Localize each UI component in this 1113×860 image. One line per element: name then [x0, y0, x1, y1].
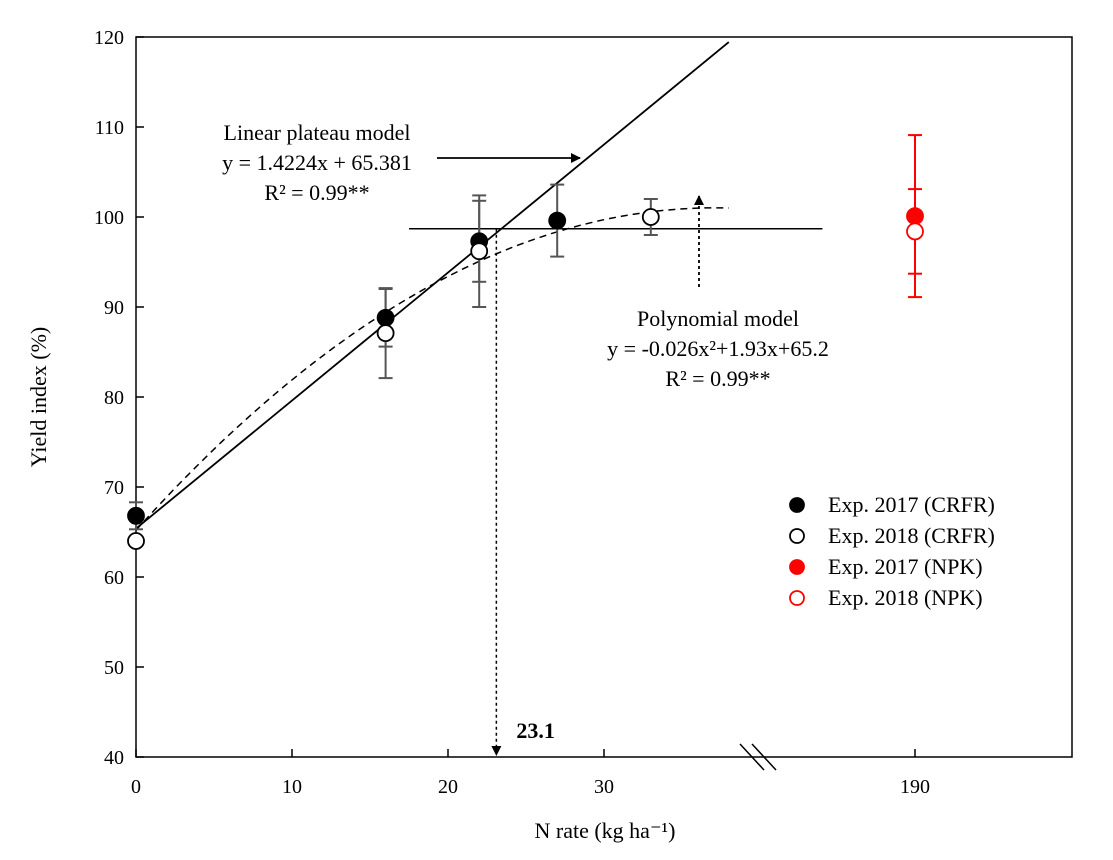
data-point [906, 207, 924, 226]
annotations: Linear plateau model y = 1.4224x + 65.381… [222, 120, 829, 756]
x-tick-label: 20 [438, 776, 458, 798]
y-axis: 40 50 60 70 80 90 100 110 120 [94, 27, 144, 769]
model-curves [135, 41, 823, 531]
data-point [906, 222, 924, 241]
legend-marker [789, 528, 805, 544]
critical-value-label: 23.1 [516, 718, 555, 743]
polynomial-model-label: Polynomial model [637, 306, 799, 331]
legend-entry: Exp. 2018 (CRFR) [828, 523, 995, 548]
legend-marker [789, 497, 805, 513]
x-axis: 0 10 20 30 190 [131, 749, 930, 798]
error-bars [129, 134, 922, 531]
legend-marker [789, 559, 805, 575]
data-points [127, 207, 924, 550]
data-point [470, 242, 489, 261]
data-point [376, 308, 395, 327]
data-point [641, 208, 660, 226]
data-point [127, 506, 145, 525]
y-tick-label: 110 [95, 117, 124, 139]
legend-entry: Exp. 2018 (NPK) [828, 585, 983, 610]
polynomial-model-label: y = -0.026x²+1.93x+65.2 [607, 336, 829, 361]
x-tick-label: 190 [900, 776, 930, 798]
y-tick-label: 90 [104, 297, 124, 319]
legend: Exp. 2017 (CRFR) Exp. 2018 (CRFR) Exp. 201… [789, 492, 995, 610]
y-tick-label: 60 [104, 567, 124, 589]
x-tick-label: 30 [594, 776, 614, 798]
polynomial-model-curve [135, 207, 729, 531]
polynomial-model-label: R² = 0.99** [665, 366, 770, 391]
y-tick-label: 40 [104, 747, 124, 769]
y-tick-label: 70 [104, 477, 124, 499]
y-axis-title: Yield index (%) [26, 327, 51, 468]
data-point [127, 532, 145, 550]
data-point [376, 324, 395, 343]
y-tick-label: 120 [94, 27, 124, 49]
legend-entry: Exp. 2017 (CRFR) [828, 492, 995, 517]
legend-entry: Exp. 2017 (NPK) [828, 554, 983, 579]
axis-break-icon [739, 743, 777, 771]
linear-model-label: y = 1.4224x + 65.381 [222, 150, 412, 175]
x-tick-label: 0 [131, 776, 141, 798]
x-tick-label: 10 [282, 776, 302, 798]
y-tick-label: 80 [104, 387, 124, 409]
y-tick-label: 100 [94, 207, 124, 229]
linear-model-label: Linear plateau model [224, 120, 411, 145]
data-point [548, 211, 567, 230]
y-tick-label: 50 [104, 657, 124, 679]
x-axis-title: N rate (kg ha⁻¹) [535, 818, 676, 843]
legend-marker [789, 590, 805, 606]
linear-model-label: R² = 0.99** [264, 180, 369, 205]
